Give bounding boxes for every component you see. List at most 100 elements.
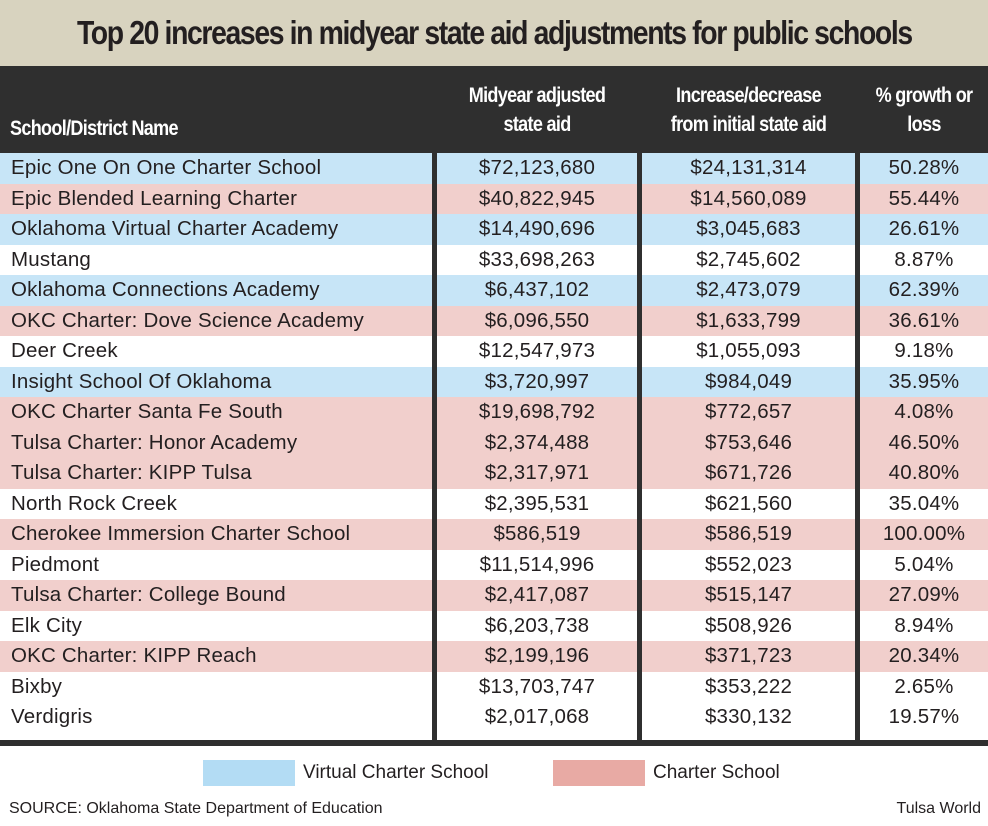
school-name-cell: Mustang bbox=[11, 247, 92, 271]
legend-item-charter: Charter School bbox=[553, 760, 780, 786]
percent-cell: 46.50% bbox=[888, 430, 960, 454]
header-increase-decrease: Increase/decrease from initial state aid bbox=[670, 83, 827, 136]
midyear-aid-cell: $72,123,680 bbox=[478, 156, 596, 179]
data-table: School/District Name Midyear adjusted st… bbox=[0, 66, 988, 746]
change-cell: $330,132 bbox=[704, 705, 793, 728]
change-cell: $772,657 bbox=[704, 400, 793, 423]
school-name-cell: Oklahoma Virtual Charter Academy bbox=[11, 217, 339, 240]
midyear-aid-cell: $2,317,971 bbox=[484, 461, 590, 484]
table-row: OKC Charter: Dove Science Academy $6,096,… bbox=[0, 305, 988, 336]
table-row: Deer Creek $12,547,973 $1,055,093 9.18% bbox=[0, 336, 988, 367]
midyear-aid-cell: $2,199,196 bbox=[484, 644, 590, 667]
legend-label-charter: Charter School bbox=[653, 762, 780, 783]
change-cell: $1,633,799 bbox=[696, 308, 801, 332]
midyear-aid-cell: $3,720,997 bbox=[484, 369, 590, 393]
table-row: OKC Charter Santa Fe South $19,698,792 $77… bbox=[0, 397, 988, 428]
school-name-cell: Epic One On One Charter School bbox=[11, 156, 322, 179]
legend-swatch-virtual bbox=[203, 760, 295, 786]
change-cell: $621,560 bbox=[704, 491, 793, 515]
table-row: Epic One On One Charter School $72,123,68… bbox=[0, 153, 988, 184]
table-row: Epic Blended Learning Charter $40,822,945… bbox=[0, 183, 988, 214]
percent-cell: 35.04% bbox=[888, 491, 960, 515]
change-cell: $371,723 bbox=[704, 644, 793, 667]
school-name-cell: Verdigris bbox=[11, 705, 93, 728]
header-percent-growth: % growth or loss bbox=[875, 83, 973, 136]
header-midyear-aid: Midyear adjusted state aid bbox=[468, 83, 606, 136]
school-name-cell: Deer Creek bbox=[11, 339, 118, 362]
percent-cell: 20.34% bbox=[888, 644, 960, 667]
change-cell: $14,560,089 bbox=[690, 186, 807, 210]
percent-cell: 55.44% bbox=[888, 186, 960, 210]
header-school-name: School/District Name bbox=[10, 117, 179, 140]
change-cell: $552,023 bbox=[704, 552, 793, 576]
table-row: Verdigris $2,017,068 $330,132 19.57% bbox=[0, 702, 988, 733]
change-cell: $515,147 bbox=[704, 583, 793, 606]
change-cell: $753,646 bbox=[704, 430, 793, 454]
school-name-cell: Bixby bbox=[11, 674, 63, 698]
change-cell: $586,519 bbox=[704, 522, 793, 545]
school-name-cell: Elk City bbox=[11, 613, 83, 637]
percent-cell: 36.61% bbox=[888, 308, 960, 332]
midyear-aid-cell: $2,395,531 bbox=[484, 491, 590, 515]
school-name-cell: Cherokee Immersion Charter School bbox=[11, 522, 351, 545]
table-row: Bixby $13,703,747 $353,222 2.65% bbox=[0, 671, 988, 702]
school-name-cell: North Rock Creek bbox=[11, 491, 178, 515]
midyear-aid-cell: $14,490,696 bbox=[478, 217, 596, 240]
midyear-aid-cell: $33,698,263 bbox=[478, 247, 596, 271]
table-row: Piedmont $11,514,996 $552,023 5.04% bbox=[0, 549, 988, 580]
change-cell: $671,726 bbox=[704, 461, 793, 484]
school-name-cell: OKC Charter Santa Fe South bbox=[11, 400, 283, 423]
midyear-aid-cell: $2,374,488 bbox=[484, 430, 590, 454]
change-cell: $353,222 bbox=[704, 674, 793, 698]
table-row: North Rock Creek $2,395,531 $621,560 35.04% bbox=[0, 488, 988, 519]
midyear-aid-cell: $586,519 bbox=[493, 522, 581, 545]
table-row: Oklahoma Connections Academy $6,437,102 $2… bbox=[0, 275, 988, 306]
table-row: OKC Charter: KIPP Reach $2,199,196 $371,72… bbox=[0, 641, 988, 672]
midyear-aid-cell: $19,698,792 bbox=[478, 400, 596, 423]
midyear-aid-cell: $12,547,973 bbox=[478, 339, 596, 362]
percent-cell: 9.18% bbox=[894, 339, 954, 362]
change-cell: $508,926 bbox=[704, 613, 793, 637]
change-cell: $2,745,602 bbox=[696, 247, 801, 271]
school-name-cell: Oklahoma Connections Academy bbox=[11, 278, 320, 301]
change-cell: $3,045,683 bbox=[696, 217, 801, 240]
school-name-cell: Tulsa Charter: KIPP Tulsa bbox=[11, 461, 252, 484]
school-name-cell: OKC Charter: KIPP Reach bbox=[11, 644, 257, 667]
table-body: Epic One On One Charter School $72,123,68… bbox=[0, 153, 988, 733]
percent-cell: 27.09% bbox=[888, 583, 960, 606]
percent-cell: 4.08% bbox=[894, 400, 954, 423]
midyear-aid-cell: $6,437,102 bbox=[484, 278, 590, 301]
percent-cell: 26.61% bbox=[888, 217, 960, 240]
chart-title: Top 20 increases in midyear state aid ad… bbox=[76, 14, 913, 51]
school-name-cell: Epic Blended Learning Charter bbox=[11, 186, 298, 210]
percent-cell: 62.39% bbox=[888, 278, 960, 301]
change-cell: $2,473,079 bbox=[696, 278, 801, 301]
table-row: Cherokee Immersion Charter School $586,51… bbox=[0, 519, 988, 550]
school-name-cell: Tulsa Charter: Honor Academy bbox=[11, 430, 298, 454]
school-name-cell: Insight School Of Oklahoma bbox=[11, 369, 272, 393]
midyear-aid-cell: $6,096,550 bbox=[484, 308, 590, 332]
percent-cell: 100.00% bbox=[882, 522, 966, 545]
table-row: Insight School Of Oklahoma $3,720,997 $984… bbox=[0, 366, 988, 397]
column-divider bbox=[432, 66, 437, 746]
change-cell: $24,131,314 bbox=[690, 156, 807, 179]
legend-label-virtual: Virtual Charter School bbox=[303, 762, 489, 783]
table-row: Oklahoma Virtual Charter Academy $14,490,… bbox=[0, 214, 988, 245]
midyear-aid-cell: $11,514,996 bbox=[479, 552, 595, 576]
table-row: Tulsa Charter: KIPP Tulsa $2,317,971 $671,… bbox=[0, 458, 988, 489]
midyear-aid-cell: $40,822,945 bbox=[478, 186, 596, 210]
percent-cell: 2.65% bbox=[894, 674, 954, 698]
legend-swatch-charter bbox=[553, 760, 645, 786]
school-name-cell: Tulsa Charter: College Bound bbox=[11, 583, 286, 606]
source-note: SOURCE: Oklahoma State Department of Edu… bbox=[9, 800, 383, 817]
percent-cell: 19.57% bbox=[888, 705, 960, 728]
table-header: School/District Name Midyear adjusted st… bbox=[0, 66, 988, 153]
column-divider bbox=[855, 66, 860, 746]
midyear-aid-cell: $6,203,738 bbox=[484, 613, 590, 637]
table-row: Tulsa Charter: College Bound $2,417,087 $5… bbox=[0, 580, 988, 611]
publisher-credit: Tulsa World bbox=[896, 800, 981, 817]
percent-cell: 5.04% bbox=[894, 552, 954, 576]
percent-cell: 40.80% bbox=[888, 461, 960, 484]
school-name-cell: Piedmont bbox=[11, 552, 100, 576]
percent-cell: 50.28% bbox=[888, 156, 960, 179]
